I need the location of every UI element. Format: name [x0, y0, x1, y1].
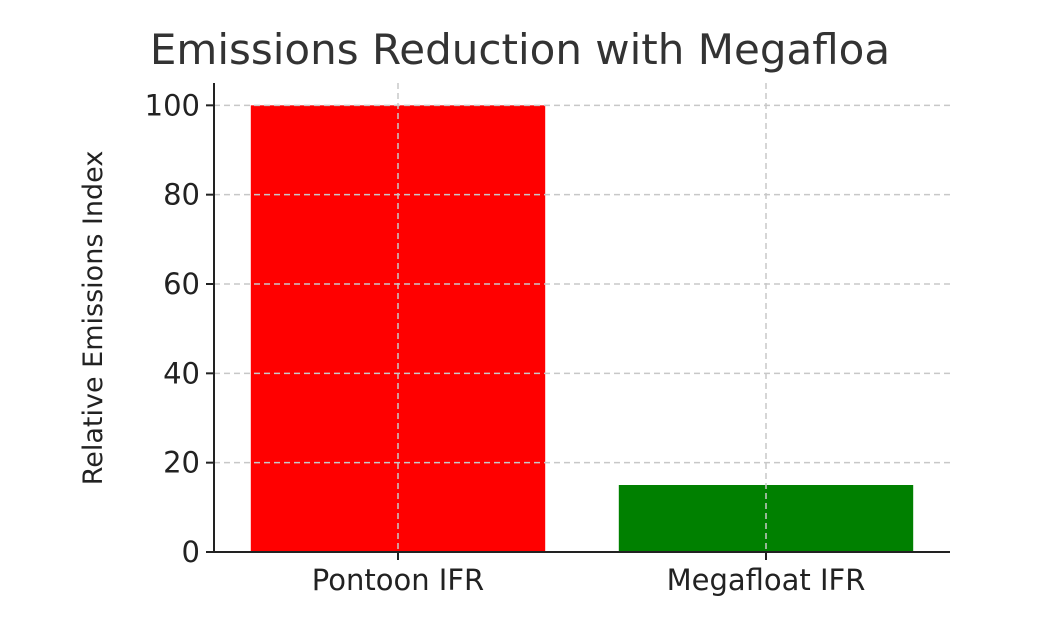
x-tick-label: Pontoon IFR	[312, 563, 484, 597]
y-tick-label: 80	[163, 178, 200, 212]
y-tick-label: 0	[182, 535, 200, 569]
y-tick-label: 100	[145, 88, 200, 122]
x-tick-label: Megafloat IFR	[667, 563, 866, 597]
y-axis-label: Relative Emissions Index	[78, 151, 109, 486]
y-tick-label: 40	[163, 356, 200, 390]
y-tick-label: 20	[163, 446, 200, 480]
y-tick-label: 60	[163, 267, 200, 301]
chart-title: Emissions Reduction with Megafloa	[150, 25, 890, 74]
